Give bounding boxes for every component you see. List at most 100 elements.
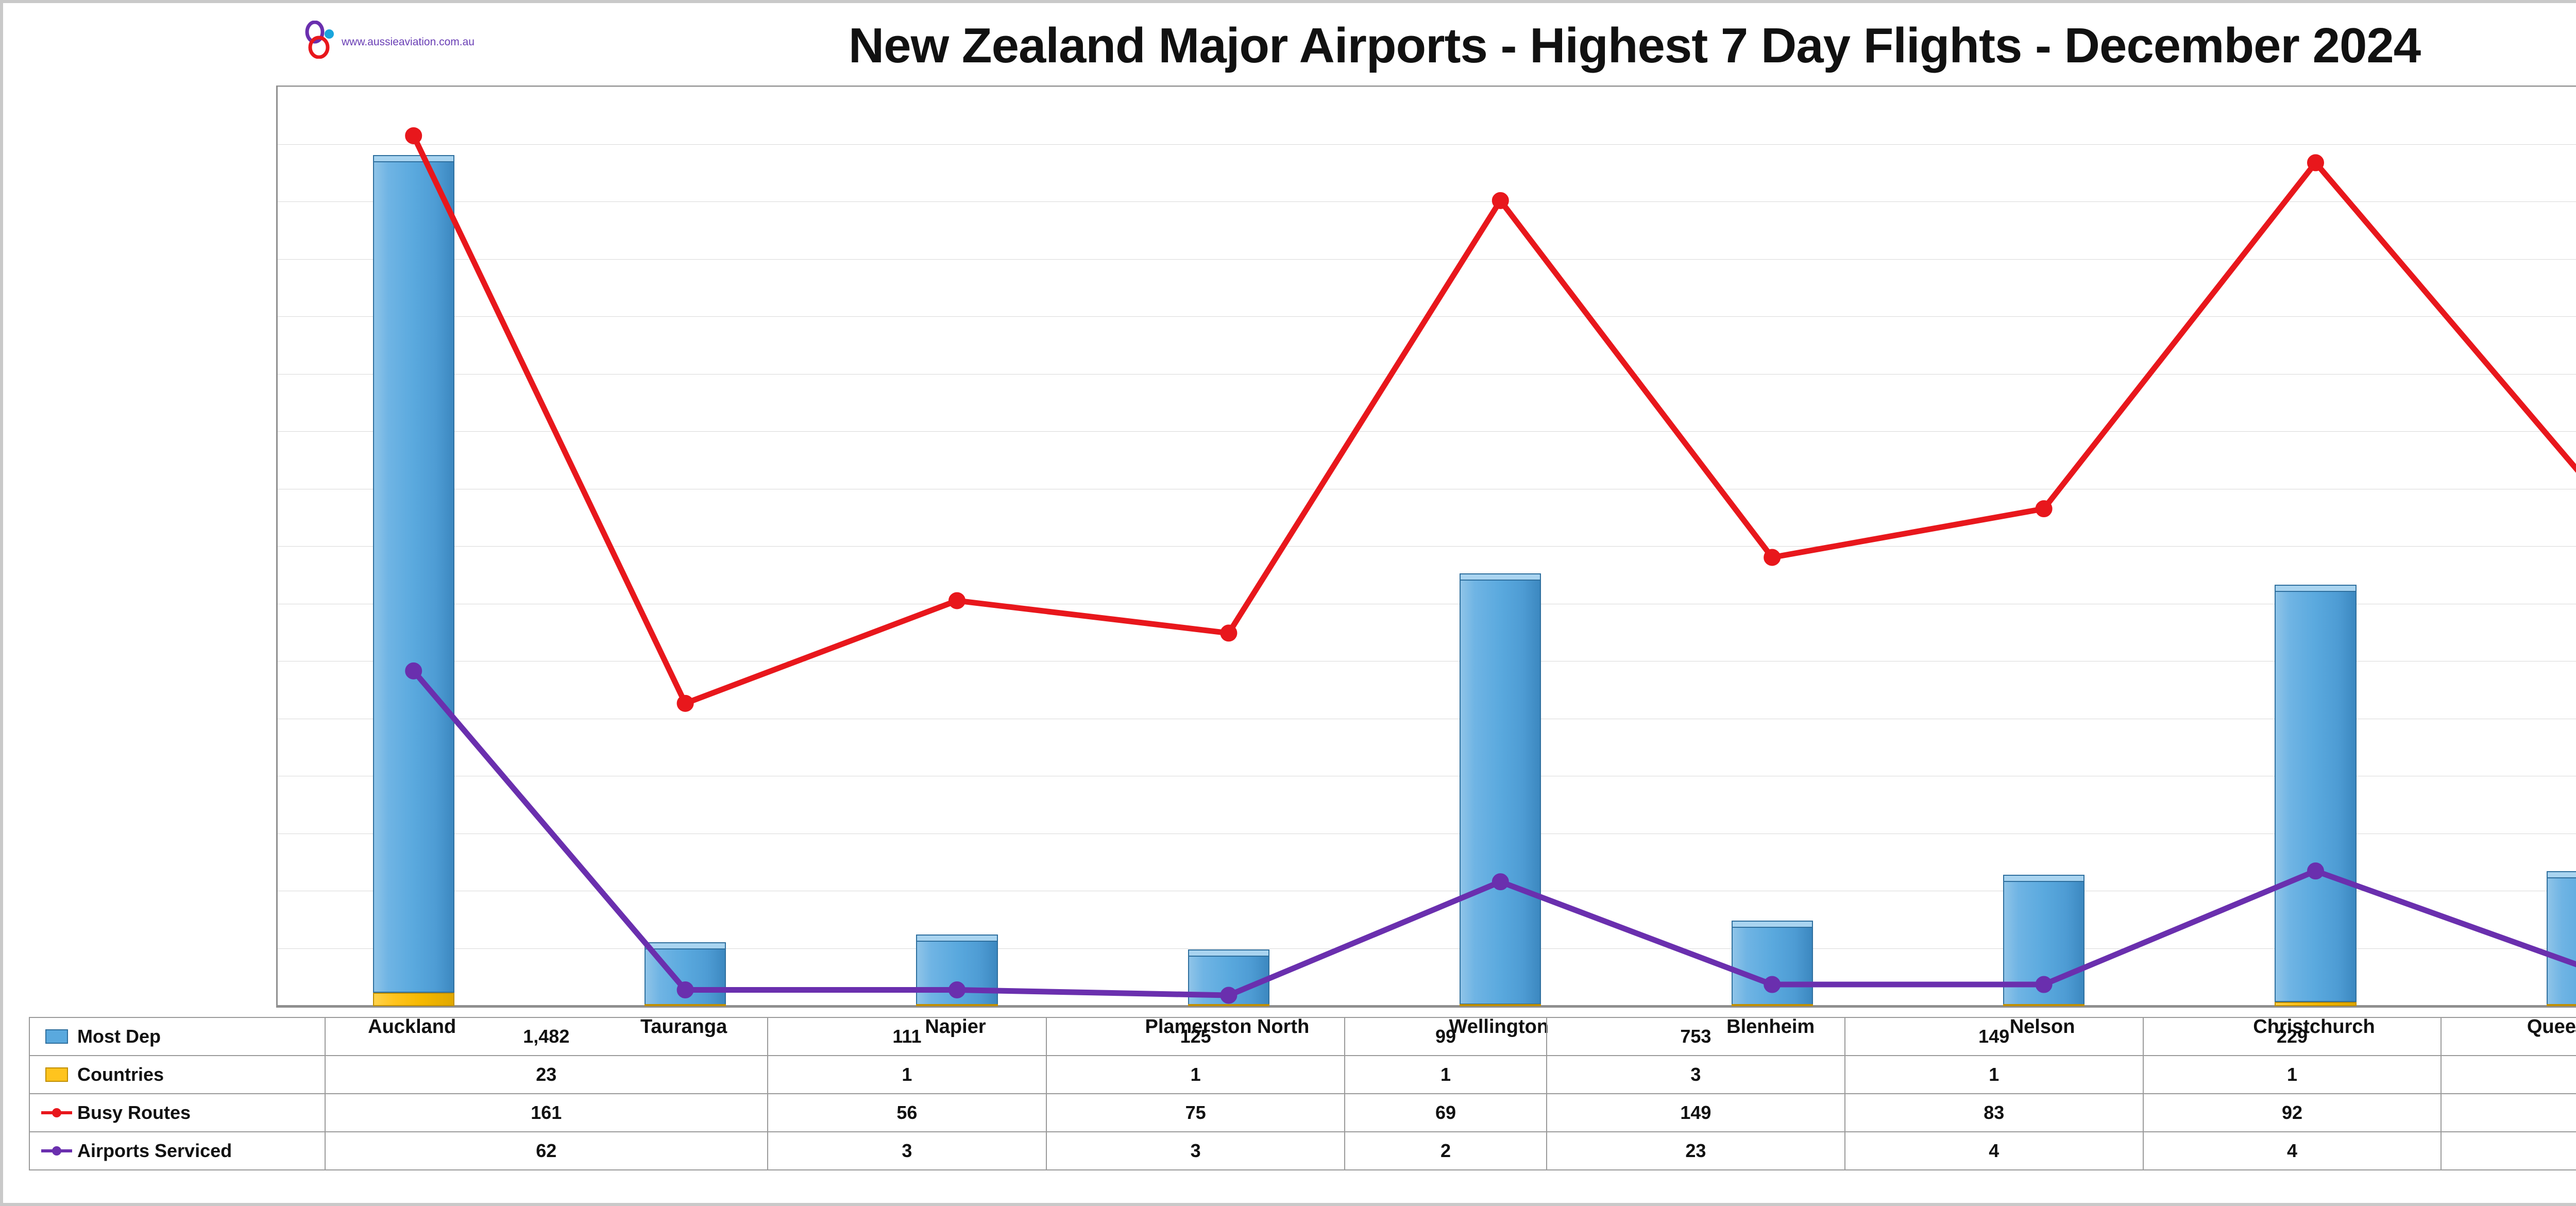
airports-serviced-line bbox=[411, 669, 2576, 998]
airports-serviced-point bbox=[1220, 987, 1238, 1004]
gridline bbox=[278, 948, 2576, 949]
table-cell: 149 bbox=[1844, 1017, 2144, 1056]
bar-segment-countries bbox=[2275, 1002, 2357, 1006]
table-cell: 3 bbox=[1546, 1055, 1845, 1094]
bar-column bbox=[1460, 573, 1541, 1006]
bar-top-cap bbox=[2003, 874, 2085, 882]
legend-swatch bbox=[45, 1067, 68, 1082]
bar-column bbox=[2275, 584, 2357, 1006]
bar-top-cap bbox=[916, 934, 998, 942]
legend-entry: Busy Routes bbox=[29, 1093, 326, 1132]
table-cell: 1 bbox=[2142, 1055, 2442, 1094]
busy-routes-point bbox=[676, 694, 694, 712]
table-row: Countries23111311721 bbox=[29, 1055, 2576, 1094]
bar-segment-most-dep bbox=[1460, 573, 1541, 1005]
airports-serviced-point bbox=[948, 981, 965, 999]
aussie-aviation-logo-icon bbox=[299, 21, 337, 59]
legend-entry: Airports Serviced bbox=[29, 1131, 326, 1170]
busy-routes-point bbox=[1220, 624, 1238, 642]
bar-column bbox=[372, 155, 454, 1006]
bar-segment-most-dep bbox=[2546, 871, 2576, 1005]
data-table: Most Dep1,4821111259975314922973423587Co… bbox=[29, 1017, 2576, 1170]
bar-segment-countries bbox=[2003, 1004, 2085, 1006]
table-cell: 734 bbox=[2441, 1017, 2576, 1056]
airports-serviced-point bbox=[2035, 976, 2053, 993]
plot-area bbox=[276, 86, 2576, 1008]
table-cell: 161 bbox=[325, 1093, 768, 1132]
lines-layer bbox=[405, 127, 2576, 1004]
bar-segment-countries bbox=[372, 993, 454, 1006]
bar-segment-countries bbox=[1731, 1004, 1813, 1006]
table-cell: 7 bbox=[2441, 1055, 2576, 1094]
table-cell: 83 bbox=[1844, 1093, 2144, 1132]
table-cell: 3 bbox=[1046, 1131, 1346, 1170]
legend-line-swatch bbox=[41, 1108, 72, 1117]
logo-left-url: www.aussieaviation.com.au bbox=[342, 36, 474, 48]
table-cell: 62 bbox=[325, 1131, 768, 1170]
bar-top-cap bbox=[1731, 920, 1813, 928]
legend-label: Busy Routes bbox=[77, 1102, 191, 1123]
bar-column bbox=[916, 934, 998, 1006]
busy-routes-point bbox=[1764, 549, 1781, 566]
busy-routes-point bbox=[405, 127, 422, 144]
table-cell: 125 bbox=[1046, 1017, 1346, 1056]
bar-top-cap bbox=[2546, 871, 2576, 878]
airports-serviced-point bbox=[1764, 976, 1781, 993]
page-title: New Zealand Major Airports - Highest 7 D… bbox=[848, 18, 2421, 73]
table-cell: 1 bbox=[1344, 1055, 1548, 1094]
bar-segment-most-dep bbox=[2275, 584, 2357, 1003]
bar-segment-countries bbox=[916, 1004, 998, 1006]
legend-entry: Countries bbox=[29, 1055, 326, 1094]
legend-label: Airports Serviced bbox=[77, 1140, 232, 1161]
legend-label: Most Dep bbox=[77, 1026, 161, 1047]
logo-left: www.aussieaviation.com.au bbox=[299, 21, 505, 61]
table-cell: 92 bbox=[2142, 1093, 2442, 1132]
gridline bbox=[278, 546, 2576, 547]
table-cell: 2 bbox=[1344, 1131, 1548, 1170]
gridline bbox=[278, 144, 2576, 145]
table-cell: 4 bbox=[2142, 1131, 2442, 1170]
bar-column bbox=[2546, 871, 2576, 1006]
table-cell: 69 bbox=[1344, 1093, 1548, 1132]
bar-top-cap bbox=[2275, 584, 2357, 592]
table-cell: 1 bbox=[1046, 1055, 1346, 1094]
table-cell: 99 bbox=[1344, 1017, 1548, 1056]
table-cell: 111 bbox=[767, 1017, 1047, 1056]
busy-routes-line bbox=[411, 134, 2576, 706]
busy-routes-point bbox=[2307, 154, 2324, 172]
bar-top-cap bbox=[1460, 573, 1541, 581]
table-cell: 229 bbox=[2142, 1017, 2442, 1056]
table-cell: 3 bbox=[767, 1131, 1047, 1170]
gridline bbox=[278, 201, 2576, 202]
bar-segment-countries bbox=[2546, 1004, 2576, 1006]
bar-segment-countries bbox=[1460, 1004, 1541, 1006]
bar-top-cap bbox=[372, 155, 454, 162]
table-cell: 23 bbox=[325, 1055, 768, 1094]
legend-line-swatch bbox=[41, 1146, 72, 1156]
legend-entry: Most Dep bbox=[29, 1017, 326, 1056]
bar-segment-countries bbox=[644, 1004, 726, 1006]
table-cell: 25 bbox=[2441, 1131, 2576, 1170]
airports-serviced-point bbox=[1492, 873, 1509, 891]
bar-top-cap bbox=[1188, 949, 1269, 957]
bar-segment-most-dep bbox=[372, 155, 454, 993]
legend-label: Countries bbox=[77, 1064, 164, 1085]
airports-serviced-point bbox=[2307, 862, 2324, 880]
table-row: Airports Serviced6233223442573 bbox=[29, 1131, 2576, 1170]
busy-routes-point bbox=[2035, 500, 2053, 518]
table-cell: 1,482 bbox=[325, 1017, 768, 1056]
table-cell: 149 bbox=[1546, 1093, 1845, 1132]
gridline bbox=[278, 1005, 2576, 1006]
gridline bbox=[278, 373, 2576, 375]
gridline bbox=[278, 431, 2576, 432]
table-cell: 1 bbox=[1844, 1055, 2144, 1094]
table-row: Busy Routes16156756914983921569740 bbox=[29, 1093, 2576, 1132]
gridline bbox=[278, 259, 2576, 260]
table-cell: 23 bbox=[1546, 1131, 1845, 1170]
table-cell: 75 bbox=[1046, 1093, 1346, 1132]
table-cell: 753 bbox=[1546, 1017, 1845, 1056]
bar-segment-countries bbox=[1188, 1004, 1269, 1006]
table-cell: 56 bbox=[767, 1093, 1047, 1132]
